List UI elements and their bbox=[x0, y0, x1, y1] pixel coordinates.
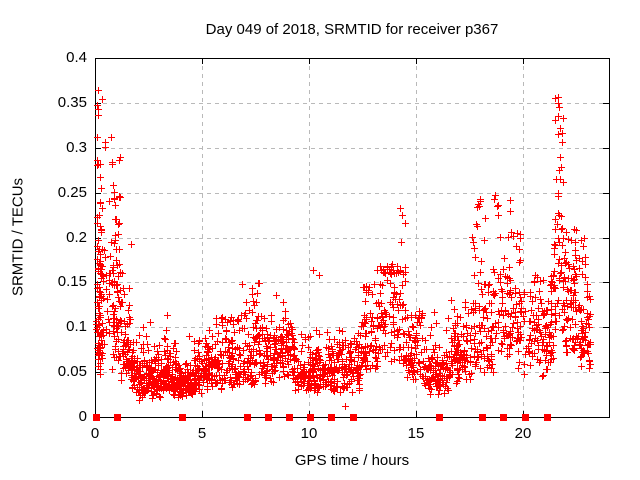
x-axis-label: GPS time / hours bbox=[294, 452, 410, 469]
x-tick-label-10: 10 bbox=[300, 425, 318, 442]
y-tick-label-0.2: 0.2 bbox=[66, 229, 87, 246]
scatter-points bbox=[93, 87, 594, 410]
y-tick-label-0.35: 0.35 bbox=[57, 94, 87, 111]
x-tick-label-15: 15 bbox=[407, 425, 425, 442]
y-tick-label-0: 0 bbox=[78, 408, 87, 425]
axis-event-markers bbox=[93, 414, 551, 421]
y-tick-label-0.25: 0.25 bbox=[57, 184, 87, 201]
chart-title: Day 049 of 2018, SRMTID for receiver p36… bbox=[205, 21, 499, 38]
y-tick-label-0.3: 0.3 bbox=[66, 139, 87, 156]
x-tick-label-5: 5 bbox=[197, 425, 207, 442]
y-tick-label-0.15: 0.15 bbox=[57, 273, 87, 290]
y-tick-label-0.05: 0.05 bbox=[57, 363, 87, 380]
y-tick-label-0.4: 0.4 bbox=[66, 49, 87, 66]
x-tick-label-20: 20 bbox=[514, 425, 532, 442]
y-tick-label-0.1: 0.1 bbox=[66, 318, 87, 335]
x-tick-label-0: 0 bbox=[90, 425, 100, 442]
